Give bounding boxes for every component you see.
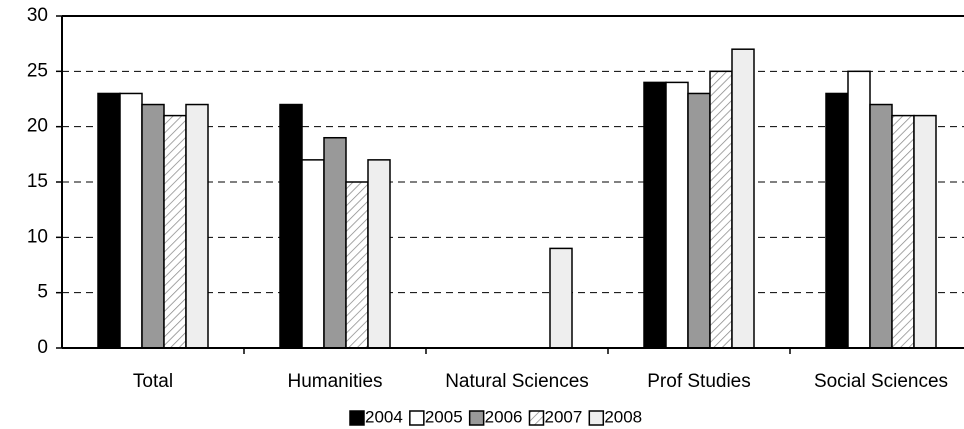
- bar: [367, 159, 391, 349]
- bar: [891, 114, 915, 349]
- y-tick-label: 25: [27, 60, 48, 81]
- y-tick-label: 5: [37, 282, 48, 303]
- bar: [97, 92, 121, 349]
- x-tick-label: Humanities: [287, 371, 382, 392]
- legend-swatch: [468, 410, 485, 426]
- bar: [665, 81, 689, 349]
- bar: [643, 81, 667, 349]
- y-tick-label: 0: [37, 337, 48, 358]
- legend-swatch: [349, 410, 365, 426]
- y-tick-label: 20: [27, 116, 48, 137]
- legend-label: 2004: [365, 407, 403, 426]
- legend-label: 2008: [604, 407, 642, 426]
- bar: [549, 247, 573, 349]
- legend-swatch: [528, 410, 545, 426]
- x-tick-label: Natural Sciences: [445, 371, 589, 392]
- legend-label: 2005: [425, 407, 463, 426]
- bar: [185, 103, 209, 349]
- y-tick-label: 30: [27, 5, 48, 26]
- bar: [141, 103, 165, 349]
- legend-label: 2007: [544, 407, 582, 426]
- bar: [323, 136, 347, 349]
- bar: [163, 114, 187, 349]
- legend-swatch: [588, 410, 605, 426]
- bar: [279, 103, 303, 349]
- bar: [825, 92, 849, 349]
- bar: [847, 70, 871, 349]
- bar: [731, 48, 755, 349]
- x-tick-label: Total: [133, 371, 173, 392]
- bar: [345, 181, 369, 349]
- bar: [869, 103, 893, 349]
- bar: [687, 92, 711, 349]
- bar: [301, 159, 325, 349]
- legend-label: 2006: [485, 407, 523, 426]
- y-tick-label: 10: [27, 226, 48, 247]
- y-tick-label: 15: [27, 171, 48, 192]
- x-tick-label: Prof Studies: [647, 371, 751, 392]
- bar: [709, 70, 733, 349]
- legend-swatch: [409, 410, 425, 426]
- bar: [913, 114, 937, 349]
- bar: [119, 92, 143, 349]
- x-tick-label: Social Sciences: [814, 371, 948, 392]
